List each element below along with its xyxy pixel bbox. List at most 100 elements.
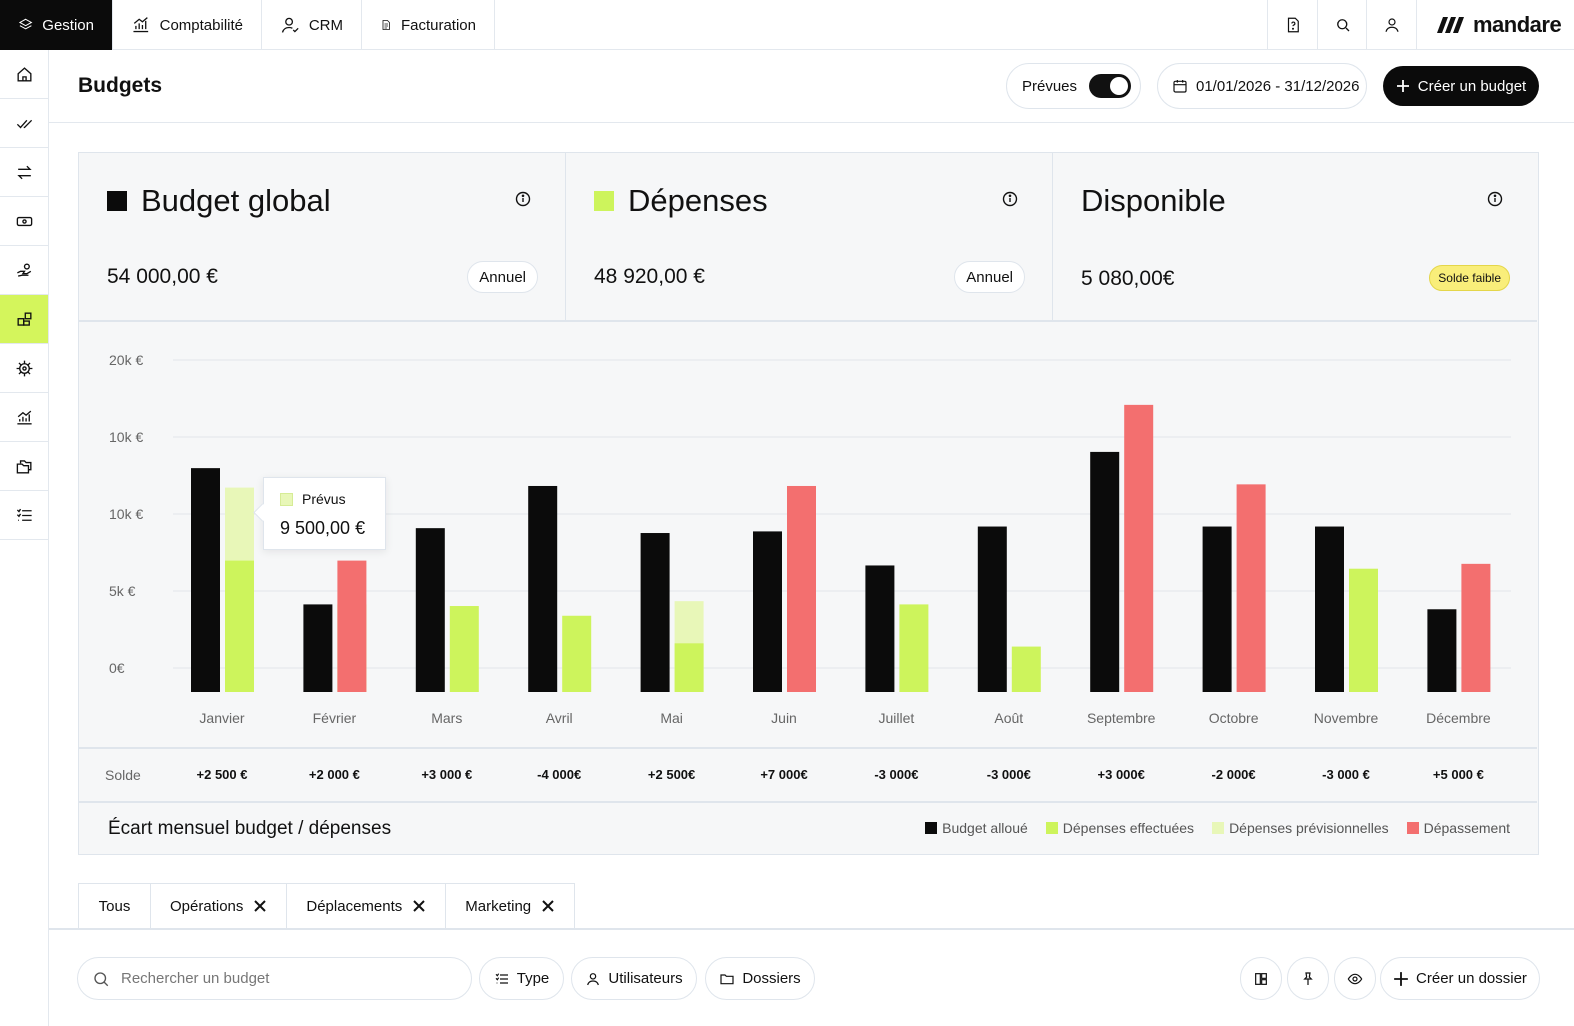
folders-filter-button[interactable]: Dossiers [705,957,815,1000]
sidebar-item-analytics[interactable] [0,393,48,442]
sidebar-item-tasks[interactable] [0,99,48,148]
x-tick-label: Octobre [1209,710,1259,726]
create-folder-button[interactable]: Créer un dossier [1380,957,1540,1000]
nav-tab-gestion[interactable]: Gestion [0,0,113,50]
x-tick-label: Décembre [1426,710,1491,726]
bar-depenses-effectuees [1011,646,1041,692]
solde-row: Solde +2 500 € +2 000 € +3 000 € -4 000€ +2 … [79,749,1537,801]
bar-budget-alloue [1090,451,1120,692]
mandare-logo-icon [1437,17,1464,33]
nav-tab-facturation[interactable]: Facturation [362,0,495,50]
legend-label: Budget alloué [942,820,1028,836]
sidebar-item-budgets[interactable] [0,295,48,344]
legend-item: Dépenses effectuées [1045,820,1194,836]
plus-icon [1394,971,1408,986]
bar-budget-alloue [640,533,670,692]
filter-tab-label: Marketing [465,897,532,915]
filter-tab-label: Tous [98,897,131,915]
create-budget-button[interactable]: Créer un budget [1383,66,1539,106]
layers-icon [18,18,33,30]
user-icon [587,972,600,985]
help-doc-button[interactable] [1267,0,1317,50]
filter-tab-marketing[interactable]: Marketing [445,883,576,929]
bar-depenses-effectuees [449,606,479,692]
type-filter-button[interactable]: Type [479,957,564,1000]
sidebar [0,50,49,1026]
toggle-switch[interactable] [1089,74,1132,98]
kpi-depenses: Dépenses 48 920,00 € Annuel [566,153,1053,320]
filter-tab-label: Opérations [170,897,244,915]
bar-depenses-effectuees [899,604,929,692]
sidebar-item-settings[interactable] [0,344,48,393]
solde-label: Solde [105,767,141,783]
info-icon[interactable] [1002,191,1018,207]
visibility-button[interactable] [1334,957,1376,1000]
create-budget-label: Créer un budget [1417,77,1527,95]
legend-label: Dépassement [1423,820,1510,836]
x-tick-label: Mai [660,710,683,726]
filter-tab-tous[interactable]: Tous [78,883,150,929]
solde-value: +2 500€ [647,767,696,782]
brand-logo[interactable]: mandare [1416,0,1574,50]
period-badge[interactable]: Annuel [954,261,1025,293]
search-button[interactable] [1317,0,1367,50]
sidebar-item-list[interactable] [0,491,48,540]
forecast-toggle[interactable]: Prévues [1006,63,1141,109]
x-tick-label: Juin [771,710,797,726]
solde-value: -3 000€ [874,767,919,782]
x-tick-label: Février [313,710,357,726]
bar-depassement [337,560,367,692]
solde-value: -3 000 € [1322,767,1370,782]
close-icon[interactable] [253,899,267,913]
period-badge[interactable]: Annuel [467,261,538,293]
chart-title: Écart mensuel budget / dépenses [108,818,392,839]
user-icon [281,17,299,33]
layout-view-button[interactable] [1240,957,1282,1000]
sidebar-item-files[interactable] [0,442,48,491]
x-tick-label: Août [994,710,1023,726]
date-range-text: 01/01/2026 - 31/12/2026 [1196,77,1360,95]
legend-item: Budget alloué [925,820,1028,836]
close-icon[interactable] [412,899,426,913]
helm-icon [16,360,32,376]
chart-tooltip: Prévus 9 500,00 € [263,477,386,550]
solde-divider [79,747,1537,749]
bar-depassement [787,485,816,692]
kpi-value: 54 000,00 € [107,265,218,288]
x-tick-label: Juillet [879,710,915,726]
users-filter-button[interactable]: Utilisateurs [571,957,697,1000]
forecast-toggle-label: Prévues [1022,77,1078,95]
sidebar-item-home[interactable] [0,50,48,99]
legend-swatch [925,822,938,834]
nav-tab-crm[interactable]: CRM [262,0,362,50]
bar-budget-alloue [303,604,333,692]
top-navigation: Gestion Comptabilité CRM Facturation man… [0,0,1574,50]
profile-button[interactable] [1366,0,1416,50]
sidebar-item-payments[interactable] [0,197,48,246]
cash-icon [16,216,32,226]
solde-value: +3 000€ [1097,767,1145,782]
sidebar-item-transfers[interactable] [0,148,48,197]
bar-budget-alloue [977,526,1007,692]
search-input[interactable] [121,970,451,987]
sidebar-item-donations[interactable] [0,246,48,295]
folders-filter-label: Dossiers [742,970,801,987]
tooltip-label: Prévus [280,491,346,507]
document-icon [382,20,390,30]
filter-tab-operations[interactable]: Opérations [150,883,287,929]
nav-tab-comptabilite[interactable]: Comptabilité [113,0,262,50]
pin-button[interactable] [1287,957,1329,1000]
tooltip-value: 9 500,00 € [280,518,366,538]
kpi-title-text: Budget global [141,183,331,218]
date-range-picker[interactable]: 01/01/2026 - 31/12/2026 [1157,63,1367,109]
color-swatch [594,191,614,211]
filter-tab-deplacements[interactable]: Déplacements [286,883,446,929]
info-icon[interactable] [1487,191,1503,207]
budget-search[interactable] [77,957,472,1000]
bar-budget-alloue [1315,526,1344,692]
calendar-icon [1173,80,1187,93]
close-icon[interactable] [541,899,555,913]
info-icon[interactable] [515,191,531,207]
solde-value: -3 000€ [986,767,1031,782]
layout-grid-icon [1255,972,1267,985]
